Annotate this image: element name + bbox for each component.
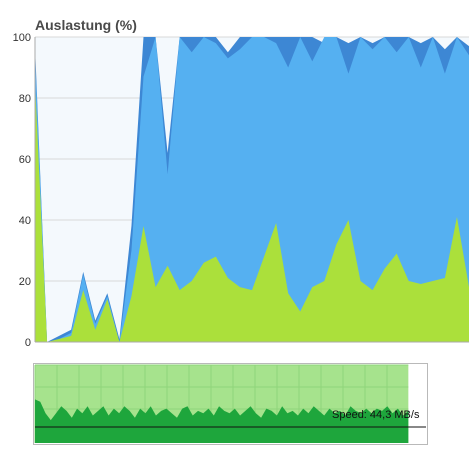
speed-graph [34, 364, 426, 443]
speed-wave [35, 399, 409, 443]
y-tick-label: 40 [19, 215, 31, 227]
series-area-3 [35, 82, 469, 342]
speed-panel [33, 363, 428, 445]
chart-title: Auslastung (%) [35, 17, 137, 33]
y-tick-label: 80 [19, 93, 31, 105]
y-tick-label: 100 [13, 32, 31, 44]
y-tick-label: 60 [19, 154, 31, 166]
y-tick-label: 20 [19, 276, 31, 288]
speed-label: Speed: 44,3 MB/s [332, 409, 420, 421]
y-tick-label: 0 [25, 337, 31, 349]
